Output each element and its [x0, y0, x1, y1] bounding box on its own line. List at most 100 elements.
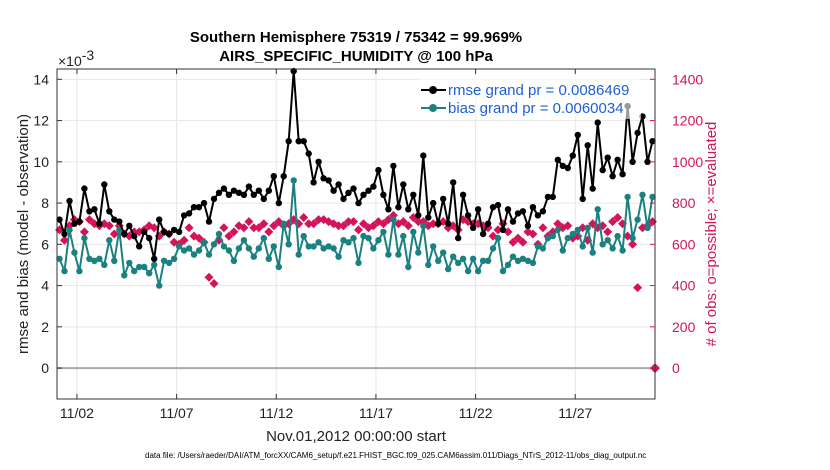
rmse-point — [554, 156, 561, 163]
obs-point — [339, 221, 348, 231]
rmse-point — [514, 210, 522, 217]
bias-point — [335, 253, 342, 260]
bias-point — [494, 234, 502, 242]
rmse-point — [300, 138, 307, 145]
bias-point — [116, 226, 123, 234]
rmse-point — [210, 195, 218, 203]
rmse-point — [66, 197, 73, 205]
rmse-point — [440, 195, 447, 203]
bias-point — [106, 237, 113, 244]
bias-point — [195, 247, 203, 254]
obs-point — [628, 239, 638, 249]
bias-point — [484, 257, 492, 264]
bias-point — [205, 251, 213, 258]
bias-point — [265, 255, 272, 262]
bias-point — [504, 261, 512, 269]
obs-point — [528, 229, 538, 239]
bias-point — [395, 251, 402, 258]
rmse-point — [420, 152, 427, 159]
y-axis-label: rmse and bias (model - observation) — [15, 114, 32, 354]
right-tick-label: 1400 — [672, 71, 703, 87]
obs-point — [344, 217, 353, 227]
obs-point — [244, 217, 254, 227]
rmse-point — [315, 158, 322, 165]
bias-point — [430, 243, 437, 250]
bias-point — [260, 234, 267, 242]
obs-point — [249, 223, 259, 233]
x-tick-label: 11/17 — [359, 405, 393, 421]
bias-point — [479, 257, 487, 264]
rmse-point — [195, 204, 203, 211]
rmse-point — [579, 195, 586, 203]
obs-point — [219, 223, 229, 233]
bias-point — [405, 263, 412, 271]
rmse-point — [509, 218, 517, 225]
x-tick-label: 11/07 — [160, 405, 194, 421]
rmse-point — [569, 152, 576, 159]
bias-point — [156, 282, 163, 289]
rmse-point — [320, 175, 327, 182]
rmse-point — [479, 230, 487, 238]
bias-point — [539, 245, 547, 252]
rmse-point — [136, 243, 143, 250]
obs-point — [603, 227, 613, 237]
rmse-point — [141, 228, 148, 236]
right-axis-ticks: 0 200 400 600 800 1000 1200 1400 — [650, 71, 703, 376]
bias-point — [425, 261, 432, 269]
obs-point — [304, 219, 314, 229]
bias-point — [415, 249, 422, 256]
bias-point — [365, 234, 372, 242]
rmse-point — [350, 185, 357, 192]
bias-point — [245, 245, 253, 252]
right-tick-label: 800 — [672, 195, 696, 211]
bias-point — [579, 243, 586, 250]
obs-point — [79, 227, 89, 237]
bias-point — [185, 245, 193, 252]
bias-point — [200, 239, 208, 246]
obs-point — [359, 219, 368, 229]
obs-point — [378, 219, 388, 229]
obs-point — [84, 215, 94, 225]
bias-point — [96, 255, 103, 262]
rmse-point — [200, 199, 208, 207]
obs-point — [224, 231, 234, 241]
bias-point — [599, 241, 606, 248]
bias-point — [210, 241, 218, 248]
rmse-point — [534, 212, 542, 219]
rmse-point — [325, 177, 332, 184]
bias-point — [81, 234, 88, 242]
footer-data-file: data file: /Users/raeder/DAI/ATM_forcXX/… — [145, 451, 646, 460]
rmse-point — [469, 224, 477, 231]
x-axis-ticks: 11/02 11/07 11/12 11/17 11/22 11/27 — [60, 69, 592, 421]
rmse-point — [86, 208, 93, 215]
y-tick-label: 12 — [33, 113, 49, 129]
bias-point — [350, 234, 357, 242]
y-tick-label: 0 — [41, 360, 49, 376]
obs-point — [633, 283, 643, 293]
obs-point — [563, 221, 573, 231]
chart-subtitle: AIRS_SPECIFIC_HUMIDITY @ 100 hPa — [219, 48, 493, 65]
right-tick-label: 1000 — [672, 154, 703, 170]
rmse-point — [589, 185, 596, 192]
rmse-point — [180, 212, 188, 219]
rmse-point — [330, 187, 337, 194]
bias-point — [310, 243, 317, 250]
rmse-point — [340, 195, 347, 203]
rmse-point — [594, 119, 601, 126]
rmse-point — [494, 201, 502, 209]
bias-point — [534, 243, 542, 250]
obs-point — [398, 217, 408, 227]
bias-point — [390, 216, 397, 223]
bias-point — [330, 245, 337, 252]
bias-point — [614, 232, 621, 240]
rmse-point — [355, 199, 362, 207]
rmse-point — [275, 199, 282, 207]
bias-point — [151, 261, 158, 269]
rmse-point — [390, 162, 397, 170]
rmse-point — [484, 220, 492, 227]
rmse-point — [564, 164, 571, 172]
obs-point — [508, 237, 518, 247]
obs-point — [254, 223, 264, 233]
bias-point — [295, 251, 302, 258]
